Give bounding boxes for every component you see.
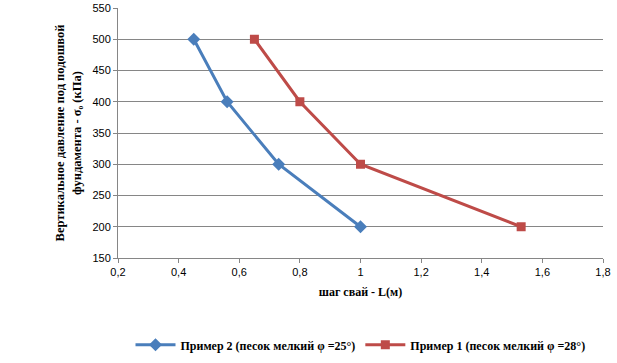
svg-text:350: 350 [92,127,110,139]
svg-text:Вертикальное давление под подо: Вертикальное давление под подошвойфундам… [53,25,83,242]
svg-text:шаг свай - L(м): шаг свай - L(м) [319,285,402,299]
svg-text:450: 450 [92,64,110,76]
svg-text:300: 300 [92,158,110,170]
svg-text:1: 1 [357,266,363,278]
svg-text:0,6: 0,6 [232,266,247,278]
svg-text:1,2: 1,2 [413,266,428,278]
svg-text:250: 250 [92,189,110,201]
svg-text:1,8: 1,8 [595,266,610,278]
svg-text:500: 500 [92,33,110,45]
svg-text:0,4: 0,4 [171,266,186,278]
svg-text:550: 550 [92,2,110,14]
svg-text:400: 400 [92,96,110,108]
svg-text:1,6: 1,6 [535,266,550,278]
svg-text:Пример 1 (песок мелкий φ =28°): Пример 1 (песок мелкий φ =28°) [410,339,585,353]
svg-text:200: 200 [92,221,110,233]
svg-text:Пример 2 (песок мелкий φ =25°): Пример 2 (песок мелкий φ =25°) [181,339,356,353]
svg-text:0,2: 0,2 [110,266,125,278]
svg-text:150: 150 [92,252,110,264]
svg-text:0,8: 0,8 [292,266,307,278]
svg-text:1,4: 1,4 [474,266,489,278]
